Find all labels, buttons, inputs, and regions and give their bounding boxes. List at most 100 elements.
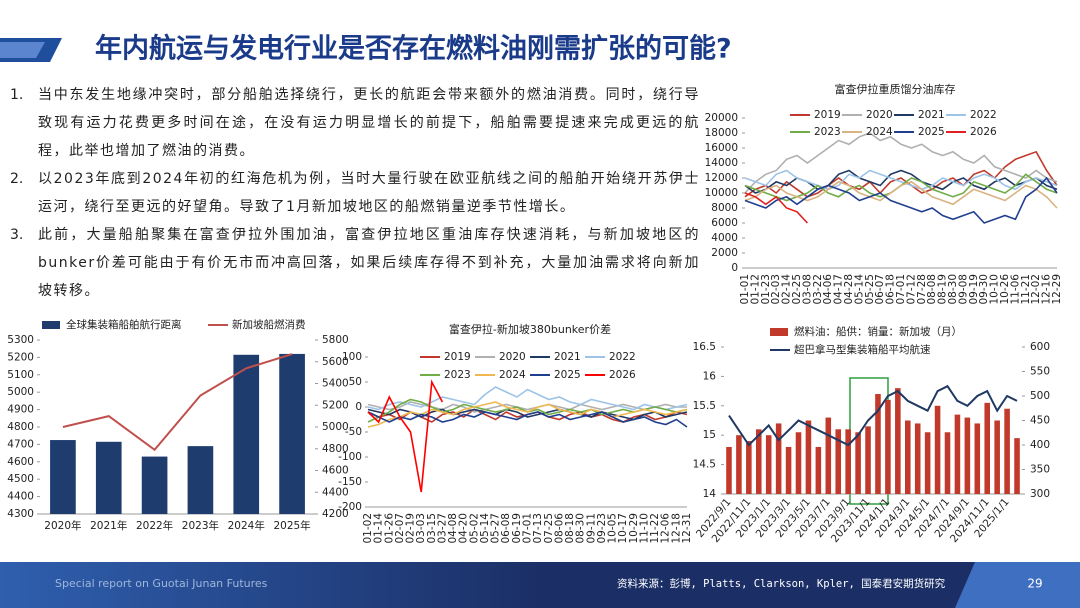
y-tick-label: 2000: [711, 247, 738, 259]
y-tick-label: 12000: [705, 172, 738, 184]
x-tick-label: 2025年: [273, 519, 310, 532]
x-tick-label: 12-29: [1051, 274, 1063, 305]
y-tick-label: 4500: [7, 473, 34, 485]
point-number: 1.: [10, 87, 24, 103]
x-tick-label: 03-27: [436, 513, 448, 544]
bar: [795, 432, 802, 494]
x-tick-label: 06-08: [500, 513, 512, 544]
x-tick-label: 12-18: [670, 513, 682, 544]
bar: [775, 423, 782, 494]
series-line: [744, 192, 808, 224]
y-tick-label: 5100: [7, 369, 34, 381]
legend-label: 2024: [499, 369, 526, 381]
x-tick-label: 03-08: [801, 274, 813, 305]
x-tick-label: 09-19: [968, 274, 980, 305]
x-tick-label: 04-20: [458, 513, 470, 544]
legend-label: 2019: [814, 109, 841, 121]
y2-tick-label: 300: [1030, 488, 1050, 500]
y-tick-label: 20000: [705, 112, 738, 124]
footer-source: 资料来源：彭博, Platts, Clarkson, Kpler, 国泰君安期货…: [617, 577, 946, 590]
bar: [50, 440, 76, 514]
series-line: [367, 379, 444, 493]
x-tick-label: 05-14: [853, 274, 865, 305]
x-tick-label: 02-07: [394, 513, 406, 544]
x-tick-label: 04-08: [447, 513, 459, 544]
chart-title: 富查伊拉-新加坡380bunker价差: [449, 322, 611, 336]
y2-tick-label: 4400: [322, 486, 349, 498]
y-tick-label: 10000: [705, 187, 738, 199]
y-tick-label: 5300: [7, 334, 34, 346]
bar: [95, 441, 122, 514]
y2-tick-label: 5200: [322, 399, 349, 411]
point-number: 3.: [10, 227, 24, 243]
x-tick-label: 12-02: [1030, 274, 1042, 305]
x-tick-label: 02-19: [405, 513, 417, 544]
series-line: [744, 150, 1058, 198]
footer-band: [0, 562, 1080, 608]
series-line: [744, 176, 1058, 224]
y-tick-label: 0: [731, 262, 738, 274]
y-tick-label: 16000: [705, 142, 738, 154]
legend-label: 2024: [866, 126, 893, 138]
y-tick-label: -150: [338, 476, 362, 488]
x-tick-label: 02-14: [781, 274, 793, 305]
x-tick-label: 07-28: [916, 274, 928, 305]
bar: [805, 420, 812, 494]
y2-tick-label: 500: [1030, 390, 1050, 402]
y-tick-label: 15: [703, 429, 716, 441]
x-tick-label: 10-26: [999, 274, 1011, 305]
bar: [895, 388, 901, 494]
bar: [994, 420, 1000, 494]
x-tick-label: 10-17: [617, 513, 629, 544]
slide-title: 年内航运与发电行业是否存在燃料油刚需扩张的可能?: [95, 33, 732, 65]
y-tick-label: 5200: [7, 351, 34, 363]
x-tick-label: 05-02: [468, 513, 480, 544]
y2-tick-label: 5400: [322, 378, 349, 390]
y-tick-label: 4300: [7, 508, 34, 520]
x-tick-label: 2021年: [90, 519, 127, 532]
point: 2. 以2023年底到2024年初的红海危机为例，当时大量行驶在欧亚航线之间的船舶…: [10, 165, 700, 221]
x-tick-label: 07-01: [895, 274, 907, 305]
x-tick-label: 08-06: [553, 513, 565, 544]
x-tick-label: 08-19: [937, 274, 949, 305]
bar: [984, 402, 991, 494]
y-tick-label: 5000: [7, 386, 34, 398]
legend-label: 2022: [609, 351, 636, 363]
y-tick-label: 100: [342, 351, 362, 363]
bar: [944, 432, 951, 494]
x-tick-label: 01-12: [749, 274, 761, 305]
x-tick-label: 2023年: [182, 519, 219, 532]
y-tick-label: 16: [703, 370, 717, 382]
x-tick-label: 09-23: [596, 513, 608, 544]
series-line: [367, 411, 688, 428]
y2-tick-label: 350: [1030, 464, 1050, 476]
y-tick-label: 4700: [7, 438, 34, 450]
y2-tick-label: 450: [1030, 415, 1050, 427]
text-points: 1. 当中东发生地缘冲突时，部分船舶选择绕行，更长的航距会带来额外的燃油消费。同时…: [10, 81, 700, 305]
bar: [914, 423, 921, 494]
x-tick-label: 12-16: [1041, 274, 1053, 305]
title-deco: [0, 42, 45, 58]
y-tick-label: 0: [355, 401, 362, 413]
bar: [233, 354, 260, 514]
x-tick-label: 10-05: [607, 513, 619, 544]
bar: [736, 435, 742, 494]
y-tick-label: 16.5: [693, 341, 716, 353]
x-tick-label: 12-06: [660, 513, 672, 544]
x-tick-label: 08-30: [947, 274, 959, 305]
x-tick-label: 09-11: [585, 513, 597, 544]
x-tick-label: 09-08: [957, 274, 969, 305]
bar: [875, 394, 881, 494]
legend-label: 燃料油：船供：销量：新加坡（月）: [794, 325, 962, 338]
x-tick-label: 07-25: [543, 513, 555, 544]
y-tick-label: 4900: [7, 404, 34, 416]
bar: [934, 405, 941, 494]
x-tick-label: 05-25: [864, 274, 876, 305]
bar: [924, 432, 931, 494]
bar: [855, 432, 861, 494]
legend-label: 2019: [444, 351, 471, 363]
x-tick-label: 01-14: [373, 513, 385, 544]
x-tick-label: 06-07: [874, 274, 886, 305]
point: 3. 此前，大量船舶聚集在富查伊拉外围加油，富查伊拉地区重油库存快速消耗，与新加坡…: [10, 221, 700, 305]
